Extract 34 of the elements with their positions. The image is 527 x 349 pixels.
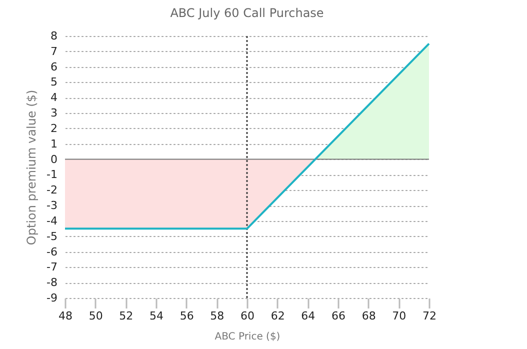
y-tick-label: -9: [46, 292, 58, 304]
y-axis-title: Option premium value ($): [24, 90, 39, 246]
y-tick-label: 7: [50, 44, 58, 58]
x-tick-label: 70: [392, 310, 406, 322]
y-tick-label: 2: [50, 122, 58, 135]
x-tick-label: 64: [301, 310, 316, 322]
y-tick-label: 1: [50, 137, 58, 150]
y-tick-label: 0: [50, 152, 58, 166]
y-tick-label: -3: [46, 199, 58, 212]
y-tick-label: 6: [50, 60, 58, 74]
y-tick-label: -8: [46, 276, 58, 290]
x-tick-label: 52: [119, 310, 134, 322]
x-tick-label: 54: [150, 310, 164, 322]
x-tick-label: 60: [240, 310, 254, 322]
y-tick-label: -4: [46, 214, 58, 228]
x-tick-label: 68: [362, 310, 376, 322]
y-tick-label: -7: [46, 260, 58, 274]
x-tick-label: 66: [332, 310, 346, 322]
y-tick-label: 8: [50, 30, 58, 42]
y-tick-label: 4: [50, 91, 58, 104]
y-tick-label: 3: [50, 106, 58, 120]
y-tick-label: -6: [46, 245, 58, 258]
y-tick-label: 5: [50, 76, 58, 89]
y-tick-label: -1: [46, 168, 58, 182]
x-tick-label: 58: [210, 310, 224, 322]
x-tick-label: 50: [88, 310, 103, 322]
x-axis-title: ABC Price ($): [214, 332, 280, 342]
y-tick-label: -5: [46, 230, 58, 243]
x-tick-label: 48: [58, 310, 72, 322]
y-tick-label: -2: [46, 184, 58, 197]
x-tick-label: 62: [270, 310, 285, 322]
x-tick-label: 72: [422, 310, 436, 322]
x-tick-label: 56: [180, 310, 194, 322]
chart-title: ABC July 60 Call Purchase: [170, 6, 324, 20]
